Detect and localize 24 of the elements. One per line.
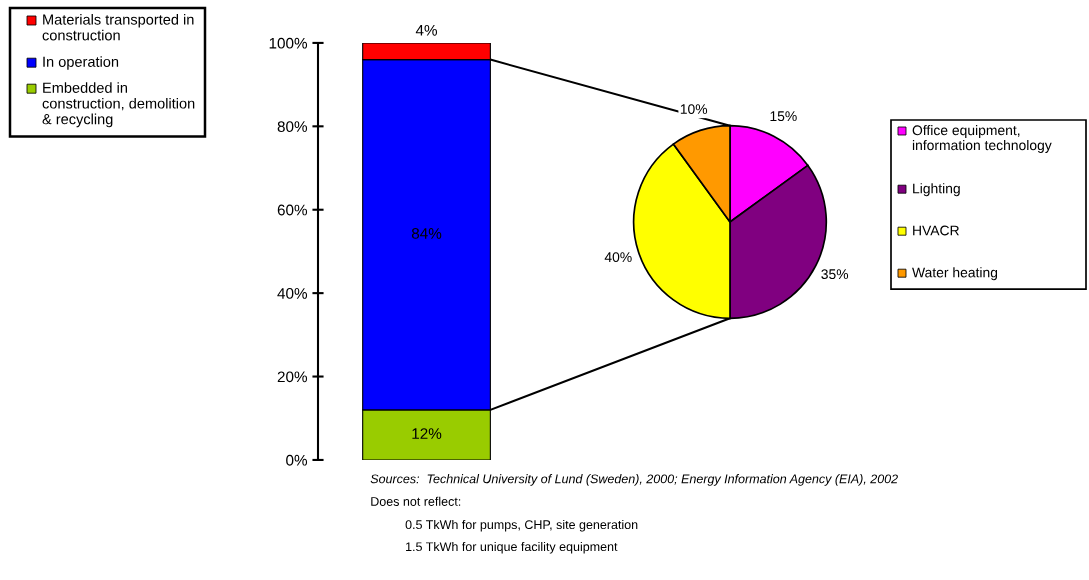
legend-label: Lighting [913,183,960,197]
text: Does not reflect: [371,496,461,506]
data-label: 40% [604,252,632,263]
legend-label: Office equipment, information technology [912,125,1052,153]
legend-label: Water heating [912,267,998,281]
data-label: 4% [415,24,438,36]
data-label: 15% [770,111,797,122]
text: 0.5 TkWh for pumps, CHP, site generation [405,519,638,532]
source-note: Sources: Technical University of Lund (Sweden), 2000; Energy Information Agency (EIA), 2002 [370,474,898,486]
text: 1.5 TkWh for unique facility equipment [406,541,618,554]
data-label: 35% [821,269,849,280]
legend-label: Materials transported in construction [42,14,194,41]
y-tick-label: 40% [277,288,308,299]
y-tick-label: 0% [286,454,308,466]
y-tick-label: 80% [277,121,308,133]
y-tick-label: 100% [269,37,308,49]
legend-label: HVACR [913,225,959,236]
data-label: 10% [680,104,708,114]
y-tick-label: 60% [277,204,308,216]
y-tick-label: 20% [277,371,308,383]
data-label: 12% [412,428,442,439]
legend-label: In operation [43,56,119,70]
legend-label: Embedded in construction, demolition & recycling [42,82,195,128]
data-label: 84% [411,228,442,239]
